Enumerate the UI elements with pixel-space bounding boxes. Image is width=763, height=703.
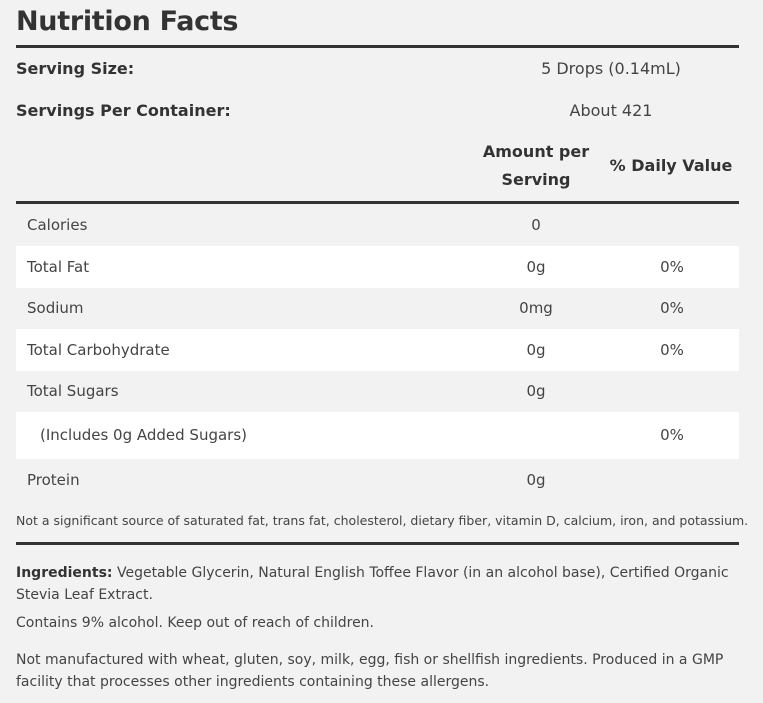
nutrient-daily-value: 0% — [660, 299, 684, 317]
ingredients-label: Ingredients: — [16, 565, 113, 581]
table-row: Total Carbohydrate 0g 0% — [16, 329, 739, 371]
daily-value-header: % Daily Value — [609, 156, 733, 175]
footnote: Not a significant source of saturated fa… — [16, 513, 749, 528]
serving-size-row: Serving Size: 5 Drops (0.14mL) — [16, 59, 739, 83]
nutrient-name: (Includes 0g Added Sugars) — [40, 426, 248, 444]
nutrient-amount: 0g — [526, 341, 546, 359]
title-divider — [16, 45, 739, 48]
nutrient-name: Total Fat — [27, 258, 90, 276]
nutrient-name: Calories — [27, 216, 88, 234]
table-row: Total Sugars 0g — [16, 371, 739, 412]
serving-size-label: Serving Size: — [16, 59, 135, 78]
amount-header-line2: Serving — [501, 170, 571, 189]
amount-per-serving-header: Amount per Serving — [476, 138, 596, 194]
footnote-divider — [16, 542, 739, 545]
alcohol-note: Contains 9% alcohol. Keep out of reach o… — [16, 615, 375, 631]
nutrient-amount: 0 — [531, 216, 541, 234]
header-divider — [16, 201, 739, 204]
nutrient-amount: 0g — [526, 258, 546, 276]
nutrient-daily-value: 0% — [660, 426, 684, 444]
page-title: Nutrition Facts — [16, 6, 239, 37]
table-row: Calories 0 — [16, 204, 739, 246]
nutrient-name: Protein — [27, 471, 80, 489]
allergen-note: Not manufactured with wheat, gluten, soy… — [16, 652, 724, 690]
table-row: (Includes 0g Added Sugars) 0% — [16, 412, 739, 459]
table-row: Sodium 0mg 0% — [16, 288, 739, 329]
nutrient-daily-value: 0% — [660, 258, 684, 276]
table-row: Total Fat 0g 0% — [16, 246, 739, 288]
nutrient-name: Total Carbohydrate — [27, 341, 170, 359]
serving-size-value: 5 Drops (0.14mL) — [541, 59, 681, 78]
amount-header-line1: Amount per — [482, 142, 590, 161]
nutrient-daily-value: 0% — [660, 341, 684, 359]
servings-per-container-label: Servings Per Container: — [16, 101, 231, 120]
ingredients-text: Vegetable Glycerin, Natural English Toff… — [16, 565, 729, 603]
nutrient-amount: 0mg — [519, 299, 553, 317]
nutrient-amount: 0g — [526, 382, 546, 400]
ingredients-paragraph: Ingredients: Vegetable Glycerin, Natural… — [16, 562, 741, 606]
nutrient-amount: 0g — [526, 471, 546, 489]
servings-per-container-value: About 421 — [569, 101, 653, 120]
nutrient-name: Sodium — [27, 299, 84, 317]
servings-per-container-row: Servings Per Container: About 421 — [16, 101, 739, 125]
table-row: Protein 0g — [16, 459, 739, 501]
nutrient-name: Total Sugars — [27, 382, 119, 400]
